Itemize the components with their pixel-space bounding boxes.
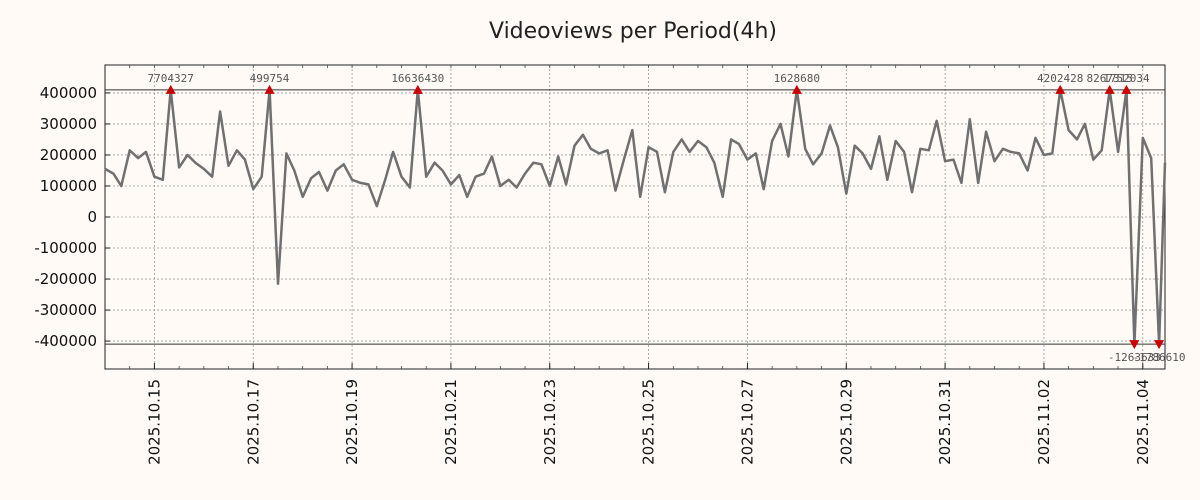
peak-marker-up bbox=[412, 84, 423, 94]
peak-label: 4202428 bbox=[1037, 72, 1083, 85]
trough-label: -1263633 bbox=[1108, 351, 1161, 364]
y-axis: 400000 300000 200000 100000 0 -100000 -200000 -… bbox=[34, 84, 110, 350]
peak-label: 1752034 bbox=[1103, 72, 1150, 85]
peak-label: 1628680 bbox=[774, 72, 820, 85]
y-tick-label: -100000 bbox=[34, 239, 97, 257]
x-tick-label: 2025.11.04 bbox=[1134, 379, 1152, 465]
peak-marker-up bbox=[264, 84, 275, 94]
x-tick-label: 2025.10.29 bbox=[837, 379, 855, 465]
y-tick-label: 400000 bbox=[40, 84, 97, 102]
x-tick-label: 2025.10.19 bbox=[343, 379, 361, 465]
x-tick-label: 2025.10.31 bbox=[936, 379, 954, 465]
peak-label: 8267315 bbox=[1086, 72, 1132, 85]
trough-label: -1786610 bbox=[1133, 351, 1186, 364]
y-tick-label: 100000 bbox=[40, 177, 97, 195]
clip-lines bbox=[105, 89, 1165, 345]
y-tick-label: 0 bbox=[87, 208, 97, 226]
series-line bbox=[104, 88, 1167, 346]
peak-marker-down bbox=[1154, 340, 1165, 350]
x-axis: 2025.10.15 2025.10.17 2025.10.19 2025.10.21… bbox=[129, 65, 1152, 465]
y-tick-label: -300000 bbox=[34, 301, 97, 319]
x-tick-label: 2025.10.21 bbox=[442, 379, 460, 465]
x-tick-label: 2025.10.23 bbox=[541, 379, 559, 465]
chart-title: Videoviews per Period(4h) bbox=[489, 19, 777, 44]
peak-marker-up bbox=[1121, 84, 1132, 94]
y-tick-label: 300000 bbox=[40, 115, 97, 133]
peak-markers: 7704327 499754 16636430 1628680 4202428 82673… bbox=[148, 72, 1186, 364]
series-layer bbox=[104, 88, 1167, 346]
x-tick-label: 2025.10.27 bbox=[738, 379, 756, 465]
y-tick-label: -200000 bbox=[34, 270, 97, 288]
x-tick-label: 2025.10.25 bbox=[640, 379, 658, 465]
y-tick-label: 200000 bbox=[40, 146, 97, 164]
x-tick-label: 2025.11.02 bbox=[1035, 379, 1053, 465]
x-tick-label: 2025.10.15 bbox=[145, 379, 163, 465]
peak-marker-up bbox=[1055, 84, 1066, 94]
grid-lines bbox=[105, 65, 1165, 369]
x-tick-label: 2025.10.17 bbox=[244, 379, 262, 465]
peak-label: 7704327 bbox=[148, 72, 194, 85]
peak-marker-down bbox=[1129, 340, 1140, 350]
y-tick-label: -400000 bbox=[34, 332, 97, 350]
peak-label: 499754 bbox=[250, 72, 290, 85]
peak-marker-up bbox=[791, 84, 802, 94]
peak-marker-up bbox=[165, 84, 176, 94]
peak-marker-up bbox=[1104, 84, 1115, 94]
peak-label: 16636430 bbox=[391, 72, 444, 85]
